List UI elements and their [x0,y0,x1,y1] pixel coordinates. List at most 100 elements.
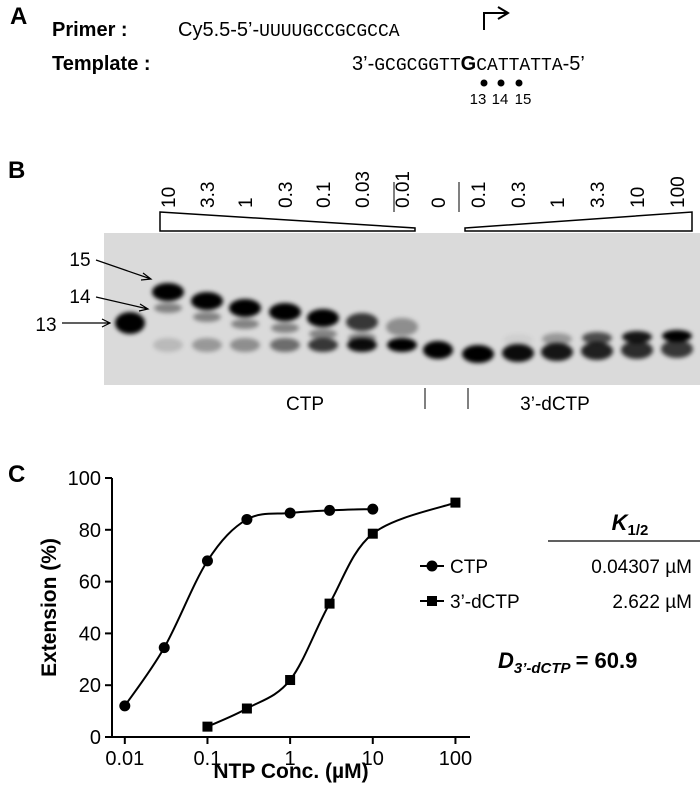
band [662,330,692,342]
lane-label: 10 [628,187,649,208]
band [503,334,533,346]
x-tick-label: 1 [285,748,296,770]
lane-label: 0 [429,197,450,208]
y-tick-label: 40 [79,623,101,645]
band [153,338,183,352]
band [191,292,223,310]
annotation: D3’-dCTP = 60.9 [498,648,637,677]
lane-label: 0.01 [393,171,414,208]
lane-label: 10 [159,187,180,208]
band [502,344,534,362]
x-axis-label: NTP Conc. (µM) [213,760,368,783]
marker [427,596,437,606]
x-tick-label: 0.1 [194,748,222,770]
band [621,341,653,359]
lane-label: 0.03 [353,171,374,208]
y-tick-label: 80 [79,520,101,542]
band [115,312,145,334]
marker [241,513,253,525]
band-label: 13 [35,315,56,336]
marker [284,507,296,519]
band [152,283,184,301]
position-dot [515,79,523,87]
marker [285,675,296,686]
band [192,338,222,352]
y-tick-label: 20 [79,675,101,697]
marker [324,598,335,609]
band-arrows [62,259,153,328]
marker [241,703,252,714]
table-value: 2.622 µM [612,592,692,613]
template-base: G [461,53,477,75]
group-label: CTP [286,394,324,415]
gel [104,233,700,385]
arrow [62,318,112,328]
marker [202,721,213,732]
gel-bands [115,283,693,363]
band [346,313,378,331]
position-dot [480,79,488,87]
band [307,309,339,327]
band [622,331,652,343]
y-tick-label: 60 [79,572,101,594]
subscript: 1/2 [628,522,649,539]
symbol: D [498,648,514,673]
position-label: 15 [515,91,532,108]
band [386,318,418,336]
primer: Cy5.5-5’-UUUUGCCGCGCCA [178,19,400,42]
marker [367,503,379,515]
marker [119,700,131,712]
panel-label: A [10,3,27,30]
position-label: 13 [470,91,487,108]
y-tick-label: 0 [90,727,101,749]
legend-label: 3’-dCTP [450,592,520,613]
band [542,333,572,345]
template-prefix: 3’- [352,53,374,75]
table-header: K1/2 [612,510,649,539]
template-sequence: CATTATTA [476,56,563,76]
position-label: 14 [492,91,509,108]
position-dot [497,79,505,87]
table-value: 0.04307 µM [591,557,692,578]
band [229,299,261,317]
band [309,329,337,339]
band [541,343,573,361]
panel-label: C [8,461,25,488]
lane-labels: 10 3.3 1 0.3 0.1 0.03 0.01 0 0.1 0.3 1 3.3 10 100 [159,171,689,208]
band [154,303,182,313]
lane-label: 100 [668,176,689,208]
primer-label: Primer : [52,19,128,41]
gradient-wedge [464,211,693,232]
lane-label: 3.3 [588,182,609,208]
marker [324,504,336,516]
band [193,312,221,322]
x-tick-label: 0.01 [105,748,144,770]
fit-line [207,501,456,728]
symbol: K [612,510,630,535]
primer-sequence: UUUUGCCGCGCCA [259,22,400,42]
band [387,338,417,352]
legend-label: CTP [450,557,488,578]
marker [201,555,213,567]
lane-label: 0.3 [509,182,530,208]
band-label: 15 [69,250,90,271]
panel-label: B [8,157,25,184]
gradient-wedge [159,211,416,232]
marker [367,528,378,539]
band [423,341,453,359]
lane-label: 0.1 [469,182,490,208]
arrow [95,259,153,281]
subscript: 3’-dCTP [514,660,572,677]
y-axis-label: Extension (%) [38,538,61,677]
band [269,303,301,321]
x-tick-label: 10 [362,748,384,770]
value: = 60.9 [576,648,638,673]
lane-label: 1 [548,197,569,208]
arrow [95,296,150,312]
chart: 0 20 40 60 80 100 0.01 0.1 1 10 100 NTP Conc. (µM) E… [38,468,700,783]
marker [450,497,461,508]
band [661,340,693,358]
band [308,338,338,352]
